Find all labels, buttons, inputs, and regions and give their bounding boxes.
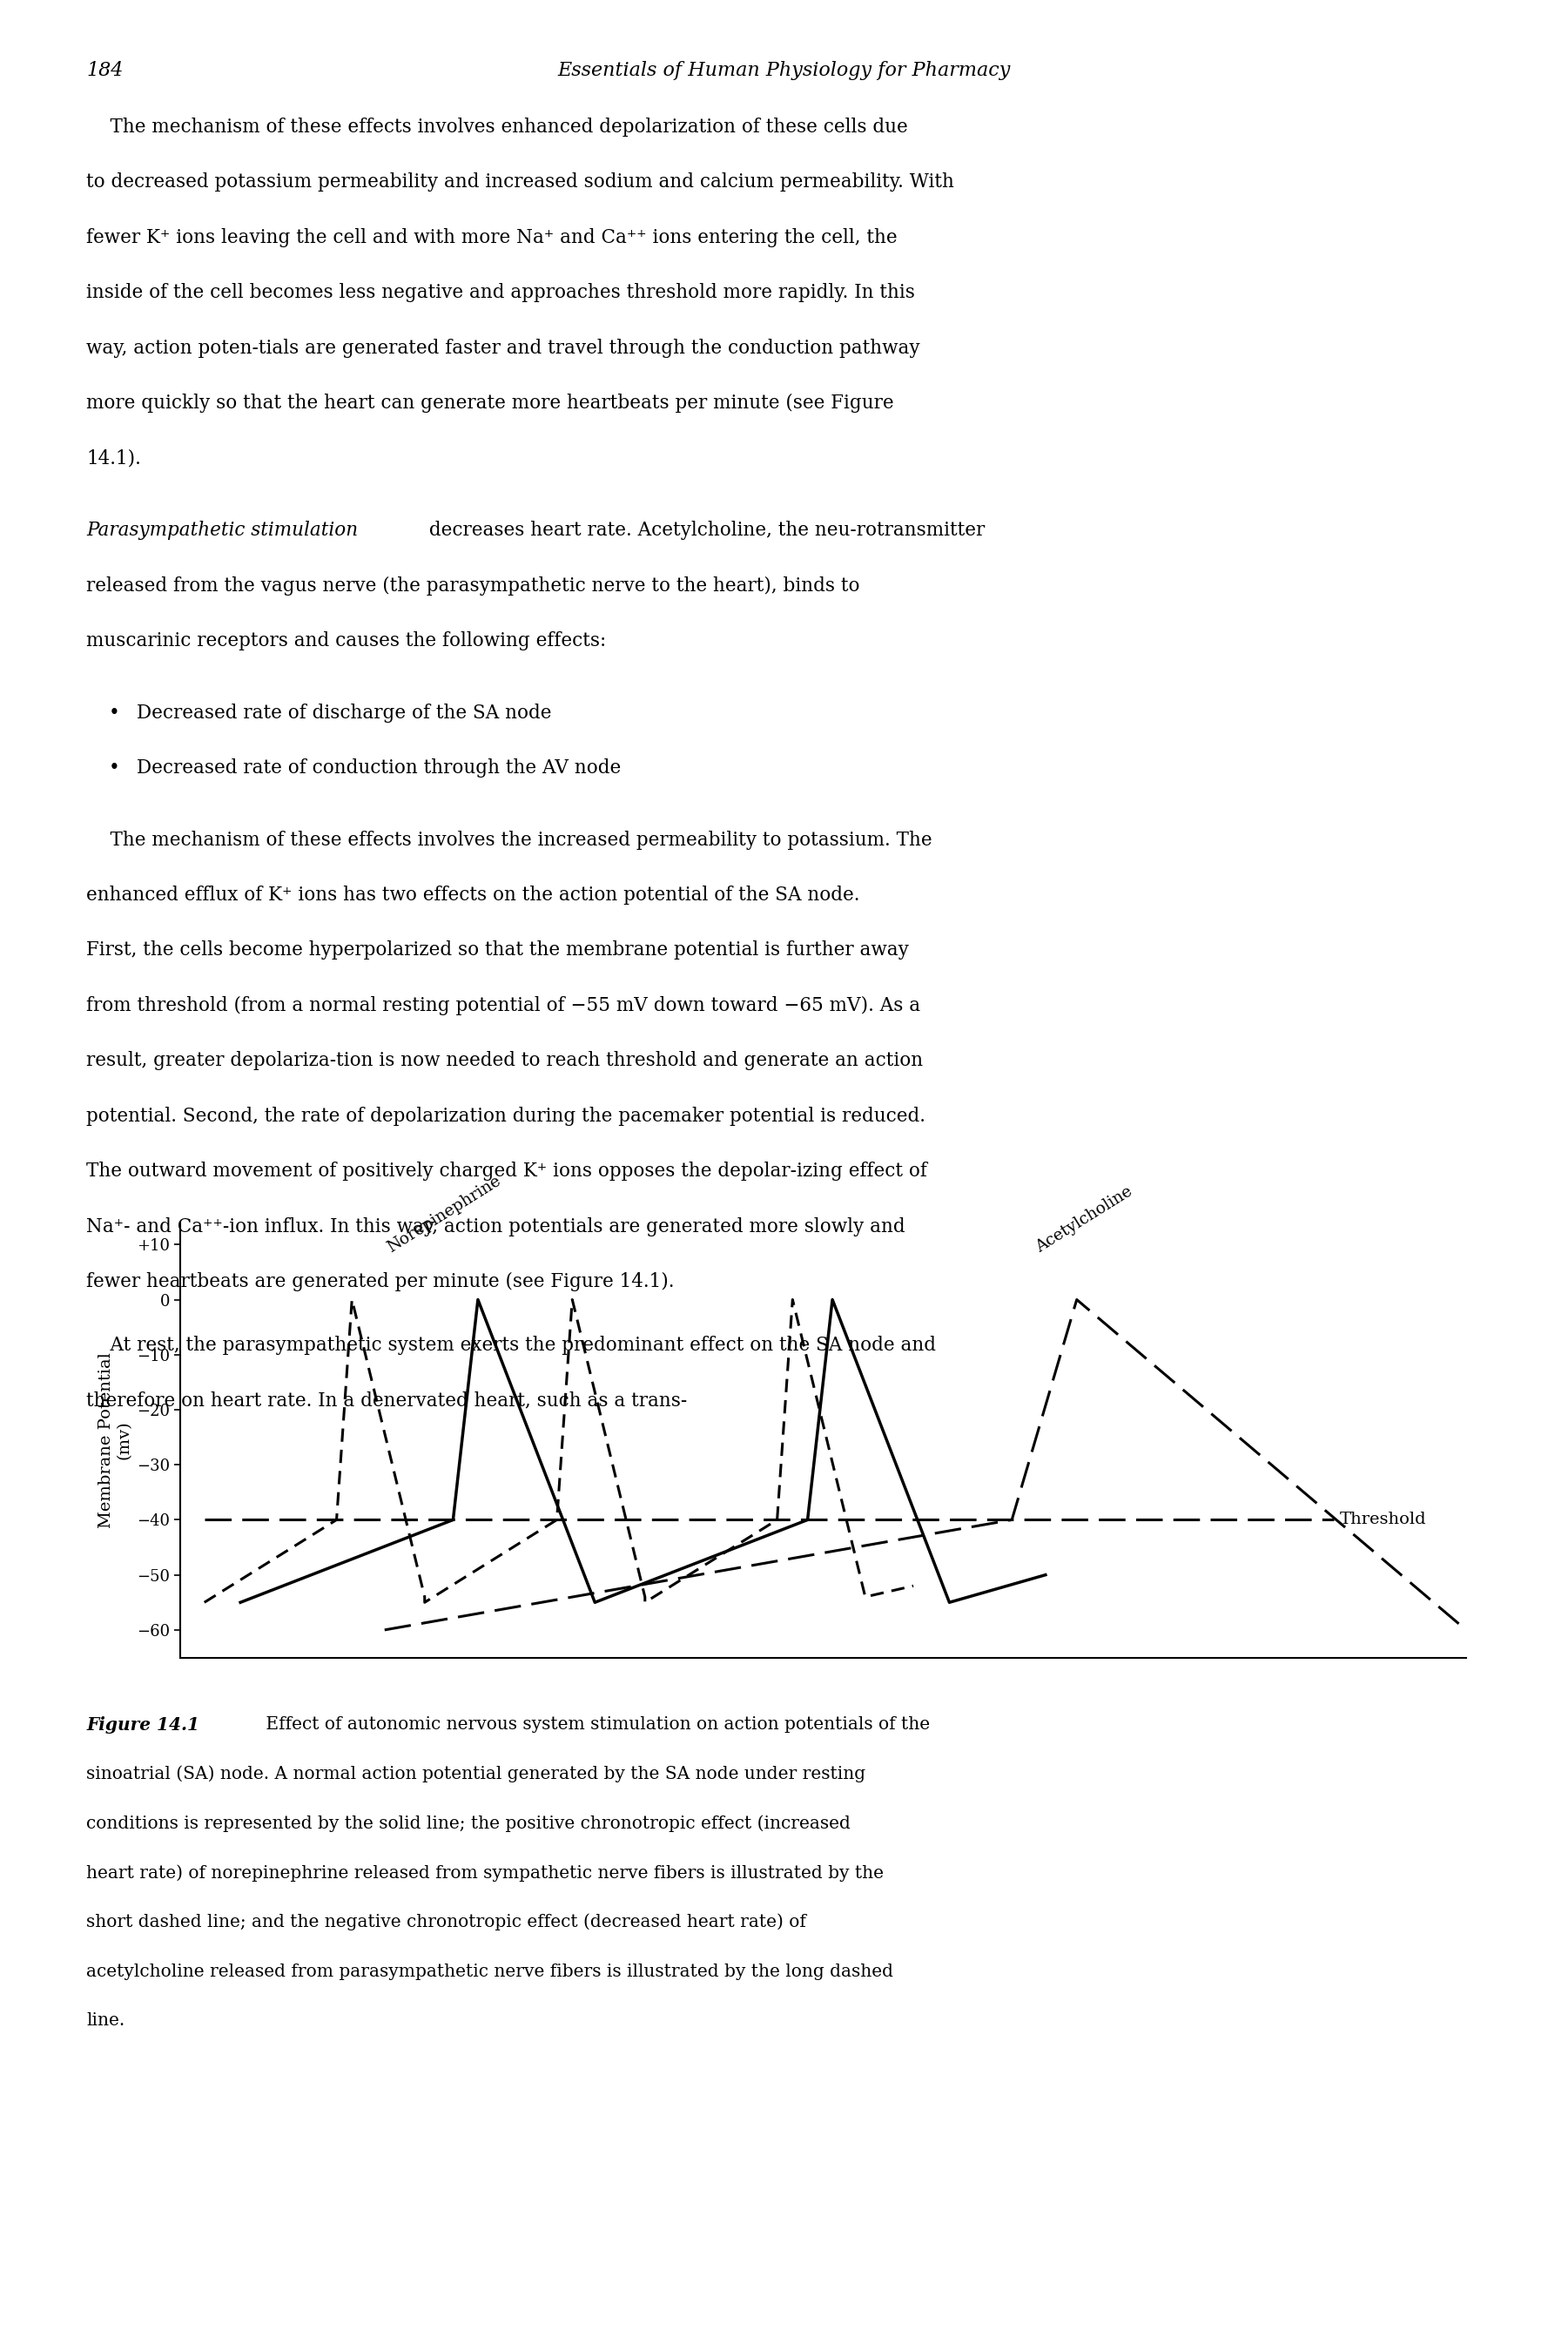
- Y-axis label: Membrane Potential
(mv): Membrane Potential (mv): [99, 1352, 132, 1528]
- Text: Decreased rate of discharge of the SA node: Decreased rate of discharge of the SA no…: [136, 703, 552, 722]
- Text: Essentials of Human Physiology for Pharmacy: Essentials of Human Physiology for Pharm…: [558, 61, 1010, 80]
- Text: Acetylcholine: Acetylcholine: [1033, 1183, 1135, 1255]
- Text: Na⁺- and Ca⁺⁺-ion influx. In this way, action potentials are generated more slow: Na⁺- and Ca⁺⁺-ion influx. In this way, a…: [86, 1218, 905, 1237]
- Text: result, greater depolariza­tion is now needed to reach threshold and generate an: result, greater depolariza­tion is now n…: [86, 1051, 924, 1070]
- Text: Parasympathetic stimulation: Parasympathetic stimulation: [86, 522, 358, 541]
- Text: The mechanism of these effects involves the increased permeability to potassium.: The mechanism of these effects involves …: [86, 830, 931, 849]
- Text: Decreased rate of conduction through the AV node: Decreased rate of conduction through the…: [136, 759, 621, 778]
- Text: Effect of autonomic nervous system stimulation on action potentials of the: Effect of autonomic nervous system stimu…: [260, 1716, 930, 1733]
- Text: •: •: [108, 759, 119, 778]
- Text: fewer K⁺ ions leaving the cell and with more Na⁺ and Ca⁺⁺ ions entering the cell: fewer K⁺ ions leaving the cell and with …: [86, 228, 897, 247]
- Text: 184: 184: [86, 61, 124, 80]
- Text: decreases heart rate. Acetylcholine, the neu­rotransmitter: decreases heart rate. Acetylcholine, the…: [423, 522, 985, 541]
- Text: therefore on heart rate. In a denervated heart, such as a trans-: therefore on heart rate. In a denervated…: [86, 1392, 687, 1411]
- Text: 14.1).: 14.1).: [86, 449, 141, 468]
- Text: more quickly so that the heart can generate more heartbeats per minute (see Figu: more quickly so that the heart can gener…: [86, 393, 894, 414]
- Text: from threshold (from a normal resting potential of −55 mV down toward −65 mV). A: from threshold (from a normal resting po…: [86, 997, 920, 1016]
- Text: acetylcholine released from parasympathetic nerve fibers is illustrated by the l: acetylcholine released from parasympathe…: [86, 1963, 894, 1980]
- Text: enhanced efflux of K⁺ ions has two effects on the action potential of the SA nod: enhanced efflux of K⁺ ions has two effec…: [86, 886, 859, 905]
- Text: way, action poten­tials are generated faster and travel through the conduction p: way, action poten­tials are generated fa…: [86, 339, 920, 357]
- Text: •: •: [108, 703, 119, 722]
- Text: First, the cells become hyperpolarized so that the membrane potential is further: First, the cells become hyperpolarized s…: [86, 940, 909, 959]
- Text: line.: line.: [86, 2012, 125, 2029]
- Text: fewer heartbeats are generated per minute (see Figure 14.1).: fewer heartbeats are generated per minut…: [86, 1272, 674, 1291]
- Text: heart rate) of norepinephrine released from sympathetic nerve fibers is illustra: heart rate) of norepinephrine released f…: [86, 1864, 884, 1881]
- Text: muscarinic receptors and causes the following effects:: muscarinic receptors and causes the foll…: [86, 632, 607, 651]
- Text: The outward movement of positively charged K⁺ ions opposes the depolar­izing eff: The outward movement of positively charg…: [86, 1161, 927, 1180]
- Text: Figure 14.1: Figure 14.1: [86, 1716, 199, 1733]
- Text: conditions is represented by the solid line; the positive chronotropic effect (i: conditions is represented by the solid l…: [86, 1815, 850, 1831]
- Text: to decreased potassium permeability and increased sodium and calcium permeabilit: to decreased potassium permeability and …: [86, 174, 955, 193]
- Text: At rest, the parasympathetic system exerts the predominant effect on the SA node: At rest, the parasympathetic system exer…: [86, 1335, 936, 1354]
- Text: inside of the cell becomes less negative and approaches threshold more rapidly. : inside of the cell becomes less negative…: [86, 284, 916, 303]
- Text: Norepinephrine: Norepinephrine: [384, 1173, 503, 1255]
- Text: The mechanism of these effects involves enhanced depolarization of these cells d: The mechanism of these effects involves …: [86, 118, 908, 136]
- Text: released from the vagus nerve (the parasympathetic nerve to the heart), binds to: released from the vagus nerve (the paras…: [86, 576, 859, 595]
- Text: short dashed line; and the negative chronotropic effect (decreased heart rate) o: short dashed line; and the negative chro…: [86, 1914, 806, 1930]
- Text: sinoatrial (SA) node. A normal action potential generated by the SA node under r: sinoatrial (SA) node. A normal action po…: [86, 1766, 866, 1782]
- Text: Threshold: Threshold: [1341, 1512, 1427, 1528]
- Text: potential. Second, the rate of depolarization during the pacemaker potential is : potential. Second, the rate of depolariz…: [86, 1107, 925, 1126]
